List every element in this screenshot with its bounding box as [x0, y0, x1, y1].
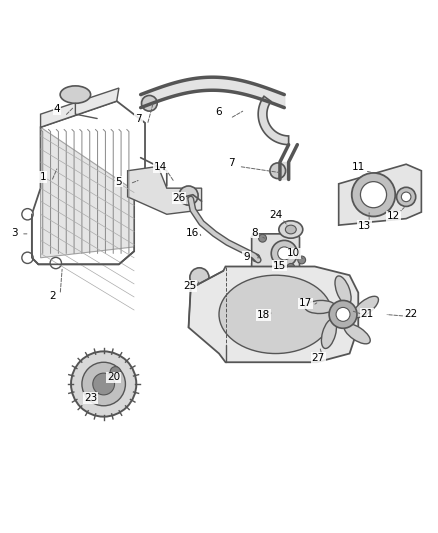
FancyBboxPatch shape: [252, 234, 300, 273]
Ellipse shape: [353, 296, 378, 318]
Circle shape: [110, 367, 120, 377]
Ellipse shape: [279, 221, 303, 238]
Circle shape: [93, 373, 115, 395]
Circle shape: [190, 268, 209, 287]
Circle shape: [22, 252, 33, 263]
Text: 6: 6: [215, 107, 223, 117]
Text: 21: 21: [360, 309, 374, 319]
Circle shape: [396, 187, 416, 206]
Circle shape: [401, 192, 411, 201]
Polygon shape: [127, 166, 201, 214]
Circle shape: [278, 247, 291, 260]
Polygon shape: [41, 127, 134, 258]
Text: 2: 2: [49, 291, 56, 301]
Text: 22: 22: [404, 309, 417, 319]
Text: 9: 9: [243, 252, 250, 262]
Text: 14: 14: [154, 162, 167, 172]
Text: 10: 10: [287, 248, 300, 259]
Ellipse shape: [286, 225, 296, 234]
Circle shape: [360, 182, 387, 208]
Text: 7: 7: [228, 158, 234, 168]
Circle shape: [82, 362, 125, 406]
Text: 23: 23: [84, 393, 97, 403]
Text: 27: 27: [311, 353, 325, 363]
Text: 24: 24: [269, 210, 282, 220]
Polygon shape: [258, 96, 289, 144]
Circle shape: [22, 208, 33, 220]
Circle shape: [252, 254, 260, 262]
Text: 26: 26: [172, 193, 186, 203]
Text: 25: 25: [183, 281, 196, 291]
Ellipse shape: [321, 319, 336, 349]
Text: 4: 4: [54, 104, 60, 114]
Text: 20: 20: [107, 373, 120, 383]
Text: 18: 18: [257, 310, 270, 320]
Ellipse shape: [335, 276, 351, 305]
Text: 5: 5: [116, 176, 122, 187]
Circle shape: [270, 163, 286, 179]
Text: 3: 3: [11, 228, 18, 238]
Text: 1: 1: [39, 172, 46, 182]
Circle shape: [258, 235, 266, 242]
Text: 11: 11: [352, 162, 365, 172]
Circle shape: [287, 263, 295, 271]
Circle shape: [329, 301, 357, 328]
Text: 12: 12: [386, 212, 400, 221]
Circle shape: [352, 173, 395, 216]
Text: 15: 15: [273, 261, 286, 271]
Circle shape: [298, 256, 306, 264]
Circle shape: [50, 257, 61, 269]
Polygon shape: [188, 266, 358, 362]
Polygon shape: [339, 164, 421, 225]
Text: 7: 7: [135, 114, 142, 124]
Ellipse shape: [344, 324, 370, 344]
Circle shape: [336, 308, 350, 321]
Circle shape: [271, 240, 297, 266]
Circle shape: [141, 95, 157, 111]
Ellipse shape: [60, 86, 91, 103]
Text: 17: 17: [299, 298, 312, 309]
Text: 16: 16: [185, 228, 199, 238]
Text: 8: 8: [251, 228, 258, 238]
Circle shape: [71, 351, 136, 417]
Text: 13: 13: [358, 221, 371, 231]
Ellipse shape: [219, 275, 332, 353]
Polygon shape: [41, 88, 119, 127]
Ellipse shape: [305, 301, 336, 313]
Circle shape: [179, 186, 198, 205]
